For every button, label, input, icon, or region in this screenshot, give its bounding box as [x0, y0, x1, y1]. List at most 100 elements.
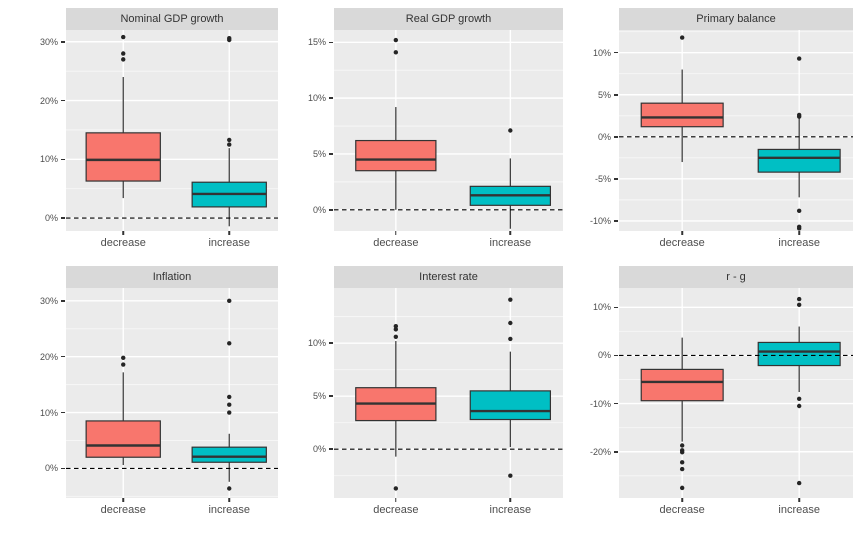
y-tick: [329, 209, 333, 211]
boxplot-canvas: [66, 288, 278, 498]
facet-real-gdp-growth: Real GDP growth 0% 5% 10% 15% decrease incr…: [286, 8, 563, 255]
y-tick-label: 0%: [312, 204, 326, 215]
y-tick-label: -20%: [589, 446, 611, 457]
y-tick: [329, 395, 333, 397]
x-label-decrease: decrease: [373, 504, 419, 516]
y-tick: [329, 448, 333, 450]
boxplot-canvas: [619, 288, 853, 498]
y-axis: 0% 5% 10%: [286, 288, 334, 498]
facet-title: Nominal GDP growth: [120, 13, 224, 25]
outlier-dot: [121, 355, 126, 361]
y-tick: [329, 153, 333, 155]
outlier-dot: [796, 114, 802, 119]
y-tick: [61, 99, 65, 102]
outlier-dot: [121, 34, 126, 40]
box-decrease: [640, 102, 724, 128]
x-label-increase: increase: [489, 504, 532, 516]
facet-r-g: r - g -20% -10% 0% 10% decrease increase: [571, 266, 853, 522]
x-tick: [122, 498, 124, 502]
outlier-dot: [679, 460, 685, 465]
outlier-dot: [679, 485, 685, 491]
facet-inflation: Inflation 0% 10% 20% 30% decrease increase: [16, 266, 278, 522]
outlier-dot: [227, 142, 232, 147]
y-tick-label: 5%: [597, 89, 611, 100]
y-tick: [61, 467, 65, 470]
panel-background: [66, 288, 278, 498]
y-tick-label: 20%: [39, 95, 58, 106]
x-label-decrease: decrease: [373, 237, 419, 249]
y-axis: -20% -10% 0% 10%: [571, 288, 619, 498]
y-tick-label: -10%: [589, 398, 611, 409]
y-tick-label: 0%: [597, 131, 611, 142]
y-tick-label: 0%: [597, 350, 611, 361]
x-label-decrease: decrease: [659, 504, 705, 516]
x-label-decrease: decrease: [659, 237, 705, 249]
x-label-increase: increase: [489, 237, 532, 249]
boxplot-panel: [66, 30, 278, 231]
y-axis: -10% -5% 0% 5% 10%: [571, 30, 619, 231]
x-axis: decrease increase: [66, 498, 278, 522]
x-axis: decrease increase: [619, 231, 853, 255]
facet-strip: r - g: [619, 266, 853, 288]
x-tick: [228, 231, 230, 235]
x-tick: [509, 498, 512, 502]
outlier-dot: [227, 394, 232, 400]
outlier-dot: [393, 50, 399, 55]
x-tick: [681, 231, 683, 235]
y-tick-label: 10%: [592, 47, 611, 58]
y-tick: [329, 97, 333, 99]
y-tick-label: 10%: [307, 338, 326, 349]
x-tick: [509, 231, 512, 235]
facet-strip: Interest rate: [334, 266, 563, 288]
facet-primary-balance: Primary balance -10% -5% 0% 5% 10% decrease …: [571, 8, 853, 255]
outlier-dot: [796, 226, 802, 231]
outlier-dot: [508, 473, 513, 478]
outlier-dot: [679, 450, 685, 455]
outlier-dot: [679, 466, 685, 472]
y-tick-label: 30%: [39, 36, 58, 47]
y-tick: [61, 41, 65, 43]
outlier-dot: [796, 396, 802, 401]
y-tick: [61, 158, 65, 161]
box-increase: [757, 341, 841, 367]
y-tick: [614, 306, 618, 309]
y-tick-label: 5%: [312, 391, 326, 402]
y-tick-label: 5%: [312, 148, 326, 159]
outlier-dot: [227, 410, 232, 415]
y-axis: 0% 10% 20% 30%: [16, 288, 66, 498]
y-tick-label: 0%: [312, 444, 326, 455]
x-axis: decrease increase: [619, 498, 853, 522]
facet-title: Primary balance: [696, 13, 776, 25]
x-axis: decrease increase: [66, 231, 278, 255]
outlier-dot: [508, 320, 513, 326]
y-tick-label: 20%: [39, 351, 58, 362]
y-tick-label: 10%: [592, 302, 611, 313]
box-increase: [757, 148, 841, 173]
y-tick-label: 15%: [307, 37, 326, 48]
box-decrease: [85, 132, 161, 182]
facet-strip: Nominal GDP growth: [66, 8, 278, 30]
outlier-dot: [796, 403, 802, 409]
outlier-dot: [121, 362, 126, 367]
box-increase: [469, 390, 552, 421]
y-tick-label: -5%: [594, 173, 611, 184]
x-label-increase: increase: [778, 237, 820, 249]
facet-title: Interest rate: [419, 271, 478, 283]
facet-strip: Real GDP growth: [334, 8, 563, 30]
outlier-dot: [227, 298, 232, 304]
y-tick: [329, 41, 333, 44]
boxplot-panel: [619, 288, 853, 498]
y-tick: [61, 300, 65, 302]
x-tick: [798, 498, 800, 502]
box-decrease: [640, 368, 724, 402]
outlier-dot: [393, 323, 399, 329]
facet-interest-rate: Interest rate 0% 5% 10% decrease increase: [286, 266, 563, 522]
outlier-dot: [227, 341, 232, 346]
facet-title: r - g: [726, 271, 746, 283]
outlier-dot: [227, 486, 232, 491]
box-decrease: [355, 139, 437, 172]
y-tick: [614, 51, 618, 54]
x-axis: decrease increase: [334, 231, 563, 255]
y-tick: [329, 342, 333, 344]
